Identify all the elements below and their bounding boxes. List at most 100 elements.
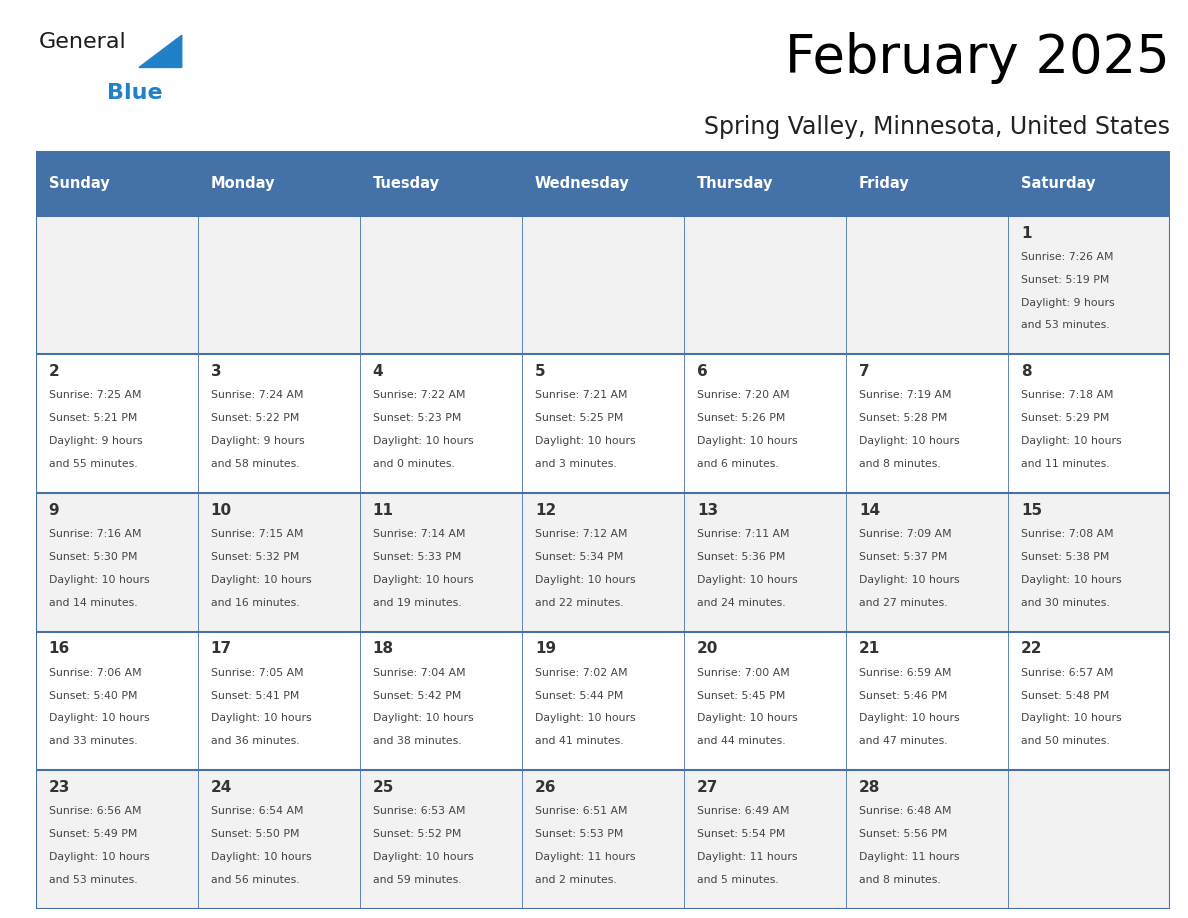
Text: Daylight: 10 hours: Daylight: 10 hours bbox=[49, 575, 150, 585]
Text: 14: 14 bbox=[859, 503, 880, 518]
Text: Sunset: 5:30 PM: Sunset: 5:30 PM bbox=[49, 552, 137, 562]
Text: Sunrise: 7:21 AM: Sunrise: 7:21 AM bbox=[535, 390, 627, 400]
Text: Sunset: 5:37 PM: Sunset: 5:37 PM bbox=[859, 552, 947, 562]
Text: Sunrise: 6:49 AM: Sunrise: 6:49 AM bbox=[697, 806, 789, 816]
Text: and 8 minutes.: and 8 minutes. bbox=[859, 875, 941, 885]
Text: 17: 17 bbox=[210, 642, 232, 656]
Text: Thursday: Thursday bbox=[697, 176, 773, 191]
Text: Daylight: 10 hours: Daylight: 10 hours bbox=[535, 713, 636, 723]
Text: Daylight: 10 hours: Daylight: 10 hours bbox=[373, 436, 473, 446]
Bar bbox=[36, 151, 1170, 216]
Text: Sunrise: 6:53 AM: Sunrise: 6:53 AM bbox=[373, 806, 466, 816]
Text: Sunset: 5:28 PM: Sunset: 5:28 PM bbox=[859, 413, 947, 423]
Text: Sunrise: 6:54 AM: Sunrise: 6:54 AM bbox=[210, 806, 303, 816]
Text: Friday: Friday bbox=[859, 176, 910, 191]
Text: and 56 minutes.: and 56 minutes. bbox=[210, 875, 299, 885]
Text: Sunset: 5:53 PM: Sunset: 5:53 PM bbox=[535, 829, 624, 839]
Text: and 5 minutes.: and 5 minutes. bbox=[697, 875, 778, 885]
Text: Sunset: 5:50 PM: Sunset: 5:50 PM bbox=[210, 829, 299, 839]
Text: Sunrise: 7:04 AM: Sunrise: 7:04 AM bbox=[373, 667, 466, 677]
Text: Sunset: 5:34 PM: Sunset: 5:34 PM bbox=[535, 552, 624, 562]
Text: Sunset: 5:26 PM: Sunset: 5:26 PM bbox=[697, 413, 785, 423]
Text: and 27 minutes.: and 27 minutes. bbox=[859, 598, 948, 608]
Text: and 0 minutes.: and 0 minutes. bbox=[373, 459, 455, 469]
Text: Sunrise: 7:22 AM: Sunrise: 7:22 AM bbox=[373, 390, 466, 400]
Text: Sunrise: 7:15 AM: Sunrise: 7:15 AM bbox=[210, 529, 303, 539]
Text: Sunrise: 7:18 AM: Sunrise: 7:18 AM bbox=[1020, 390, 1113, 400]
Text: Daylight: 10 hours: Daylight: 10 hours bbox=[210, 575, 311, 585]
Text: and 2 minutes.: and 2 minutes. bbox=[535, 875, 617, 885]
Text: and 36 minutes.: and 36 minutes. bbox=[210, 736, 299, 746]
Bar bbox=[36, 632, 1170, 770]
Text: Sunrise: 6:48 AM: Sunrise: 6:48 AM bbox=[859, 806, 952, 816]
Text: 9: 9 bbox=[49, 503, 59, 518]
Text: 12: 12 bbox=[535, 503, 556, 518]
Text: Sunrise: 7:14 AM: Sunrise: 7:14 AM bbox=[373, 529, 466, 539]
Text: and 47 minutes.: and 47 minutes. bbox=[859, 736, 948, 746]
Text: and 53 minutes.: and 53 minutes. bbox=[1020, 320, 1110, 330]
Text: Sunset: 5:21 PM: Sunset: 5:21 PM bbox=[49, 413, 137, 423]
Text: Daylight: 10 hours: Daylight: 10 hours bbox=[49, 852, 150, 862]
Text: Sunset: 5:45 PM: Sunset: 5:45 PM bbox=[697, 690, 785, 700]
Text: Sunrise: 7:26 AM: Sunrise: 7:26 AM bbox=[1020, 252, 1113, 262]
Text: 5: 5 bbox=[535, 364, 545, 379]
Text: 19: 19 bbox=[535, 642, 556, 656]
Text: Sunset: 5:36 PM: Sunset: 5:36 PM bbox=[697, 552, 785, 562]
Text: 21: 21 bbox=[859, 642, 880, 656]
Text: 20: 20 bbox=[697, 642, 719, 656]
Text: 6: 6 bbox=[697, 364, 708, 379]
Text: and 44 minutes.: and 44 minutes. bbox=[697, 736, 785, 746]
Text: Sunset: 5:41 PM: Sunset: 5:41 PM bbox=[210, 690, 299, 700]
Text: Sunset: 5:23 PM: Sunset: 5:23 PM bbox=[373, 413, 461, 423]
Text: Daylight: 9 hours: Daylight: 9 hours bbox=[49, 436, 143, 446]
Text: Sunset: 5:22 PM: Sunset: 5:22 PM bbox=[210, 413, 299, 423]
Text: February 2025: February 2025 bbox=[785, 32, 1170, 84]
Polygon shape bbox=[139, 35, 182, 67]
Text: Daylight: 10 hours: Daylight: 10 hours bbox=[535, 575, 636, 585]
Text: 11: 11 bbox=[373, 503, 393, 518]
Text: Blue: Blue bbox=[107, 83, 163, 103]
Text: 8: 8 bbox=[1020, 364, 1031, 379]
Text: Sunset: 5:40 PM: Sunset: 5:40 PM bbox=[49, 690, 137, 700]
Text: Sunset: 5:56 PM: Sunset: 5:56 PM bbox=[859, 829, 947, 839]
Text: Sunset: 5:38 PM: Sunset: 5:38 PM bbox=[1020, 552, 1110, 562]
Text: and 59 minutes.: and 59 minutes. bbox=[373, 875, 461, 885]
Bar bbox=[36, 493, 1170, 632]
Text: Sunset: 5:33 PM: Sunset: 5:33 PM bbox=[373, 552, 461, 562]
Text: Daylight: 10 hours: Daylight: 10 hours bbox=[49, 713, 150, 723]
Text: and 19 minutes.: and 19 minutes. bbox=[373, 598, 461, 608]
Text: 18: 18 bbox=[373, 642, 394, 656]
Text: Daylight: 10 hours: Daylight: 10 hours bbox=[859, 436, 960, 446]
Text: 22: 22 bbox=[1020, 642, 1043, 656]
Text: Sunrise: 7:19 AM: Sunrise: 7:19 AM bbox=[859, 390, 952, 400]
Text: Sunrise: 7:11 AM: Sunrise: 7:11 AM bbox=[697, 529, 789, 539]
Text: Daylight: 10 hours: Daylight: 10 hours bbox=[697, 575, 797, 585]
Text: Sunset: 5:25 PM: Sunset: 5:25 PM bbox=[535, 413, 624, 423]
Text: Daylight: 10 hours: Daylight: 10 hours bbox=[373, 575, 473, 585]
Text: and 8 minutes.: and 8 minutes. bbox=[859, 459, 941, 469]
Text: Daylight: 10 hours: Daylight: 10 hours bbox=[210, 713, 311, 723]
Text: 24: 24 bbox=[210, 780, 232, 795]
Text: Sunset: 5:19 PM: Sunset: 5:19 PM bbox=[1020, 274, 1110, 285]
Text: Daylight: 11 hours: Daylight: 11 hours bbox=[859, 852, 960, 862]
Text: 2: 2 bbox=[49, 364, 59, 379]
Text: Daylight: 10 hours: Daylight: 10 hours bbox=[535, 436, 636, 446]
Text: and 22 minutes.: and 22 minutes. bbox=[535, 598, 624, 608]
Text: and 11 minutes.: and 11 minutes. bbox=[1020, 459, 1110, 469]
Text: Sunrise: 6:57 AM: Sunrise: 6:57 AM bbox=[1020, 667, 1113, 677]
Text: 23: 23 bbox=[49, 780, 70, 795]
Text: Sunrise: 7:08 AM: Sunrise: 7:08 AM bbox=[1020, 529, 1113, 539]
Text: Sunrise: 7:00 AM: Sunrise: 7:00 AM bbox=[697, 667, 790, 677]
Text: Wednesday: Wednesday bbox=[535, 176, 630, 191]
Text: 25: 25 bbox=[373, 780, 394, 795]
Text: Sunset: 5:44 PM: Sunset: 5:44 PM bbox=[535, 690, 624, 700]
Text: Sunrise: 7:24 AM: Sunrise: 7:24 AM bbox=[210, 390, 303, 400]
Text: Sunset: 5:52 PM: Sunset: 5:52 PM bbox=[373, 829, 461, 839]
Text: and 14 minutes.: and 14 minutes. bbox=[49, 598, 138, 608]
Text: and 50 minutes.: and 50 minutes. bbox=[1020, 736, 1110, 746]
Text: Sunset: 5:49 PM: Sunset: 5:49 PM bbox=[49, 829, 137, 839]
Text: Saturday: Saturday bbox=[1020, 176, 1095, 191]
Bar bbox=[36, 770, 1170, 909]
Text: Daylight: 10 hours: Daylight: 10 hours bbox=[1020, 436, 1121, 446]
Text: Sunrise: 7:20 AM: Sunrise: 7:20 AM bbox=[697, 390, 790, 400]
